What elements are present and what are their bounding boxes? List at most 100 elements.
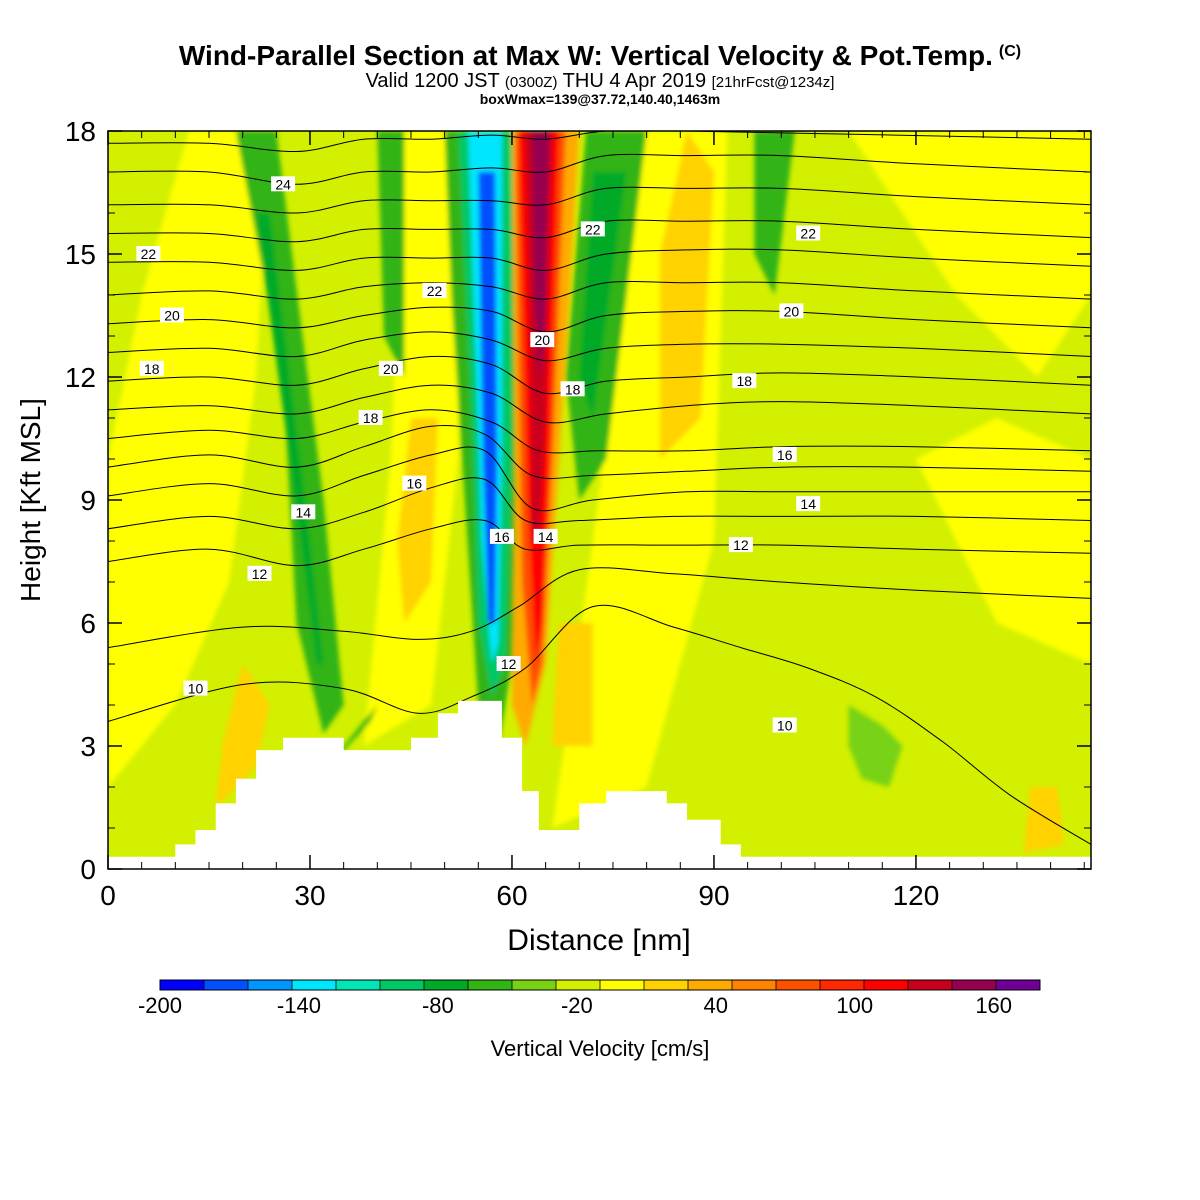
- forecast-info: [21hrFcst@1234z]: [711, 74, 835, 91]
- contour-label-text: 14: [538, 529, 554, 545]
- x-tick-label: 30: [294, 880, 325, 911]
- field-band: [397, 418, 438, 623]
- contour-label-text: 14: [296, 504, 312, 520]
- contour-label: 10: [772, 717, 797, 734]
- y-tick-label: 6: [80, 608, 96, 639]
- contour-label-text: 20: [383, 361, 399, 377]
- field-band: [532, 131, 549, 377]
- colorbar-swatch: [908, 980, 953, 990]
- axes: 0 30 60 90 120 0 3 6 9 12 15 18: [65, 116, 1091, 911]
- valid-time-line: Valid 1200 JST (0300Z) THU 4 Apr 2019 [2…: [0, 70, 1200, 93]
- contour-label-text: 22: [141, 246, 157, 262]
- colorbar-tick-label: -20: [561, 993, 593, 1018]
- field-band: [915, 418, 1091, 664]
- contour-label: 20: [530, 332, 555, 348]
- colorbar-swatch: [864, 980, 909, 990]
- velocity-field: [108, 131, 1091, 869]
- pot-temp-contour-26: [108, 131, 1091, 153]
- colorbar-swatch: [424, 980, 469, 990]
- colorbar-swatch: [380, 980, 425, 990]
- x-axis-label: Distance [nm]: [507, 924, 690, 957]
- colorbar-swatch: [248, 980, 293, 990]
- colorbar-swatch: [820, 980, 865, 990]
- colorbar-swatch: [600, 980, 645, 990]
- contour-label-text: 10: [777, 718, 793, 734]
- contour-label: 20: [378, 360, 403, 377]
- contour-label-bg: [183, 680, 208, 696]
- contour-label-text: 16: [777, 447, 793, 463]
- contour-label: 16: [489, 528, 514, 545]
- contour-label-bg: [772, 446, 797, 462]
- y-axis-label: Height [Kft MSL]: [15, 398, 46, 602]
- chart-title-text: Wind-Parallel Section at Max W: Vertical…: [178, 40, 993, 71]
- contour-label-bg: [530, 332, 555, 348]
- pot-temp-contours: [108, 131, 1091, 845]
- contour-label-text: 14: [800, 496, 816, 512]
- chart-title: Wind-Parallel Section at Max W: Vertical…: [0, 40, 1200, 72]
- colorbar-swatch: [292, 980, 337, 990]
- contour-label: 18: [560, 381, 585, 397]
- field-band: [478, 172, 498, 623]
- colorbar-swatch: [688, 980, 733, 990]
- contour-label: 10: [183, 680, 208, 697]
- box-max-info: boxWmax=139@37.72,140.40,1463m: [479, 91, 721, 107]
- contour-label-text: 16: [494, 529, 510, 545]
- colorbar-tick-label: -140: [277, 993, 321, 1018]
- field-band: [754, 131, 795, 295]
- contour-labels: 24 22 20 18 22 20 18 16 14 12 10 22 20 18 16 14 12 22 20 18…: [136, 176, 821, 734]
- field-band: [848, 705, 903, 787]
- contour-label-text: 20: [164, 308, 180, 324]
- colorbar-swatch: [336, 980, 381, 990]
- pot-temp-contour-19: [108, 331, 1091, 362]
- contour-label-text: 10: [188, 681, 204, 697]
- contour-label-bg: [136, 246, 161, 261]
- colorbar: -200 -140 -80 -20 40 100 160: [138, 979, 1041, 1018]
- contour-label: 22: [580, 221, 605, 237]
- contour-label-bg: [496, 656, 521, 671]
- contour-label-bg: [796, 496, 821, 512]
- contour-label-bg: [560, 381, 585, 397]
- contour-label-text: 16: [407, 476, 423, 492]
- valid-date: THU 4 Apr 2019: [562, 70, 707, 92]
- contour-label: 12: [496, 656, 521, 672]
- pot-temp-contour-21: [108, 281, 1091, 300]
- field-band: [108, 418, 203, 623]
- contour-label-text: 24: [275, 176, 291, 192]
- colorbar-swatch: [512, 980, 557, 990]
- pot-temp-contour-16: [108, 409, 1091, 454]
- y-tick-label: 12: [65, 362, 96, 393]
- contour-label: 24: [271, 176, 296, 192]
- pot-temp-contour-23: [108, 219, 1091, 243]
- y-tick-label: 3: [80, 731, 96, 762]
- contour-label-text: 20: [535, 332, 551, 348]
- pot-temp-contour-10: [108, 604, 1091, 845]
- colorbar-tick-label: -80: [422, 993, 454, 1018]
- contour-label: 18: [358, 410, 383, 426]
- contour-label-bg: [291, 504, 316, 520]
- contour-label-bg: [247, 565, 272, 581]
- y-tick-label: 18: [65, 116, 96, 147]
- terrain-mask: [108, 700, 1091, 869]
- x-tick-label: 120: [893, 880, 940, 911]
- pot-temp-contour-22: [108, 248, 1091, 271]
- pot-temp-contour-24: [108, 186, 1091, 214]
- field-band: [660, 131, 714, 459]
- contour-label-bg: [772, 717, 797, 733]
- contour-label-bg: [139, 360, 164, 376]
- contour-label: 20: [779, 303, 804, 319]
- colorbar-swatch: [644, 980, 689, 990]
- contour-label-text: 18: [737, 373, 753, 389]
- valid-prefix: Valid 1200 JST: [365, 70, 500, 92]
- contour-label-text: 12: [733, 537, 749, 553]
- contour-label-text: 18: [565, 381, 581, 397]
- contour-label: 16: [772, 446, 797, 463]
- pot-temp-contour-15: [108, 424, 1091, 480]
- pot-temp-contour-14: [108, 446, 1091, 512]
- contour-label: 18: [732, 373, 757, 389]
- colorbar-swatch: [204, 980, 249, 990]
- colorbar-swatch: [732, 980, 777, 990]
- contour-label-bg: [160, 307, 184, 323]
- field-band: [848, 131, 1091, 377]
- contour-label: 16: [402, 475, 427, 492]
